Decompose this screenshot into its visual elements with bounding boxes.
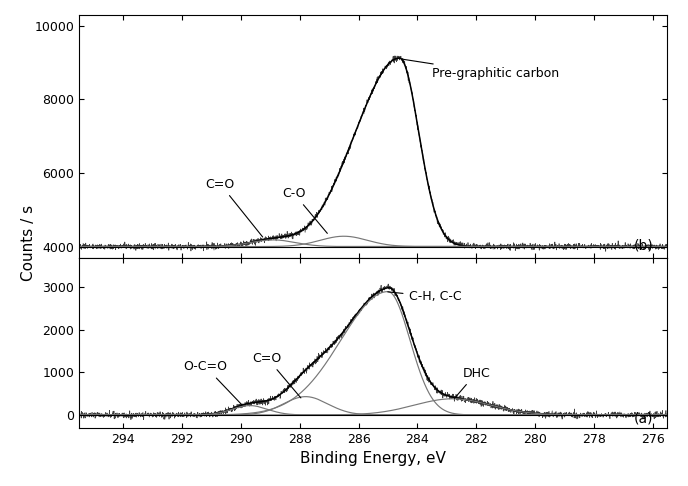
Text: Pre-graphitic carbon: Pre-graphitic carbon xyxy=(402,59,559,80)
Text: DHC: DHC xyxy=(455,366,490,399)
Text: C-O: C-O xyxy=(282,187,327,233)
X-axis label: Binding Energy, eV: Binding Energy, eV xyxy=(300,451,447,466)
Text: C=O: C=O xyxy=(206,177,263,237)
Text: Counts / s: Counts / s xyxy=(21,205,36,281)
Text: (a): (a) xyxy=(634,412,654,426)
Text: C-H, C-C: C-H, C-C xyxy=(388,290,461,303)
Text: (b): (b) xyxy=(634,238,654,252)
Text: C=O: C=O xyxy=(252,352,301,398)
Text: O-C=O: O-C=O xyxy=(184,360,242,405)
